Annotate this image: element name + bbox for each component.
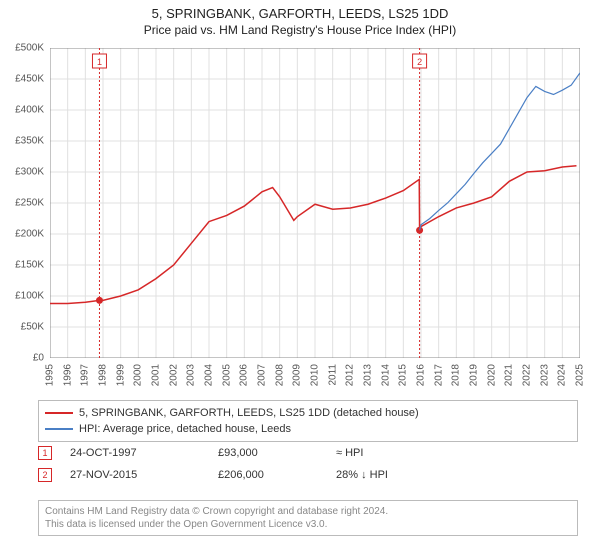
x-tick-label: 2020 [486, 364, 497, 386]
chart-area: 12 [50, 48, 580, 358]
y-tick-label: £500K [15, 43, 44, 54]
x-tick-label: 2002 [168, 364, 179, 386]
y-tick-label: £350K [15, 136, 44, 147]
footer-line1: Contains HM Land Registry data © Crown c… [45, 505, 571, 518]
legend-label: 5, SPRINGBANK, GARFORTH, LEEDS, LS25 1DD… [79, 407, 419, 419]
x-tick-label: 2016 [416, 364, 427, 386]
x-tick-label: 2022 [522, 364, 533, 386]
x-tick-label: 2021 [504, 364, 515, 386]
sale-row: 1 24-OCT-1997 £93,000 ≈ HPI [38, 442, 578, 464]
x-tick-label: 1996 [62, 364, 73, 386]
x-tick-label: 2015 [398, 364, 409, 386]
x-tick-label: 2004 [204, 364, 215, 386]
legend-item: 5, SPRINGBANK, GARFORTH, LEEDS, LS25 1DD… [45, 405, 571, 421]
sales-table: 1 24-OCT-1997 £93,000 ≈ HPI 2 27-NOV-2015 £206… [38, 442, 578, 486]
x-tick-label: 1997 [80, 364, 91, 386]
chart-container: 5, SPRINGBANK, GARFORTH, LEEDS, LS25 1DD… [0, 0, 600, 560]
legend-item: HPI: Average price, detached house, Leed… [45, 421, 571, 437]
svg-text:1: 1 [97, 57, 102, 67]
legend-swatch [45, 412, 73, 414]
x-tick-label: 2011 [327, 364, 338, 386]
y-tick-label: £200K [15, 229, 44, 240]
sale-row: 2 27-NOV-2015 £206,000 28% ↓ HPI [38, 464, 578, 486]
title-subtitle: Price paid vs. HM Land Registry's House … [0, 23, 600, 37]
x-tick-label: 2012 [345, 364, 356, 386]
y-axis: £0£50K£100K£150K£200K£250K£300K£350K£400… [0, 48, 48, 358]
y-tick-label: £300K [15, 167, 44, 178]
x-tick-label: 2024 [557, 364, 568, 386]
x-tick-label: 2025 [575, 364, 586, 386]
sale-date: 27-NOV-2015 [70, 469, 200, 481]
legend: 5, SPRINGBANK, GARFORTH, LEEDS, LS25 1DD… [38, 400, 578, 442]
x-tick-label: 2019 [469, 364, 480, 386]
y-tick-label: £450K [15, 74, 44, 85]
sale-price: £93,000 [218, 447, 318, 459]
title-block: 5, SPRINGBANK, GARFORTH, LEEDS, LS25 1DD… [0, 0, 600, 37]
y-tick-label: £400K [15, 105, 44, 116]
x-tick-label: 2007 [257, 364, 268, 386]
x-tick-label: 2005 [221, 364, 232, 386]
x-tick-label: 2018 [451, 364, 462, 386]
x-tick-label: 2023 [539, 364, 550, 386]
x-axis: 1995199619971998199920002001200220032004… [50, 360, 580, 400]
y-tick-label: £150K [15, 260, 44, 271]
y-tick-label: £50K [21, 322, 44, 333]
legend-swatch [45, 428, 73, 430]
x-tick-label: 2008 [274, 364, 285, 386]
y-tick-label: £0 [33, 353, 44, 364]
x-tick-label: 2000 [133, 364, 144, 386]
sale-date: 24-OCT-1997 [70, 447, 200, 459]
sale-diff: ≈ HPI [336, 447, 436, 459]
sale-price: £206,000 [218, 469, 318, 481]
x-tick-label: 2009 [292, 364, 303, 386]
title-address: 5, SPRINGBANK, GARFORTH, LEEDS, LS25 1DD [0, 6, 600, 21]
x-tick-label: 2014 [380, 364, 391, 386]
footer: Contains HM Land Registry data © Crown c… [38, 500, 578, 536]
x-tick-label: 2013 [363, 364, 374, 386]
footer-line2: This data is licensed under the Open Gov… [45, 518, 571, 531]
x-tick-label: 1995 [45, 364, 56, 386]
sale-marker: 1 [38, 446, 52, 460]
x-tick-label: 2003 [186, 364, 197, 386]
sale-diff: 28% ↓ HPI [336, 469, 436, 481]
y-tick-label: £100K [15, 291, 44, 302]
legend-label: HPI: Average price, detached house, Leed… [79, 423, 291, 435]
x-tick-label: 1998 [98, 364, 109, 386]
y-tick-label: £250K [15, 198, 44, 209]
svg-text:2: 2 [417, 57, 422, 67]
x-tick-label: 1999 [115, 364, 126, 386]
x-tick-label: 2006 [239, 364, 250, 386]
x-tick-label: 2017 [433, 364, 444, 386]
sale-marker: 2 [38, 468, 52, 482]
x-tick-label: 2001 [151, 364, 162, 386]
x-tick-label: 2010 [310, 364, 321, 386]
plot-svg: 12 [50, 48, 580, 358]
